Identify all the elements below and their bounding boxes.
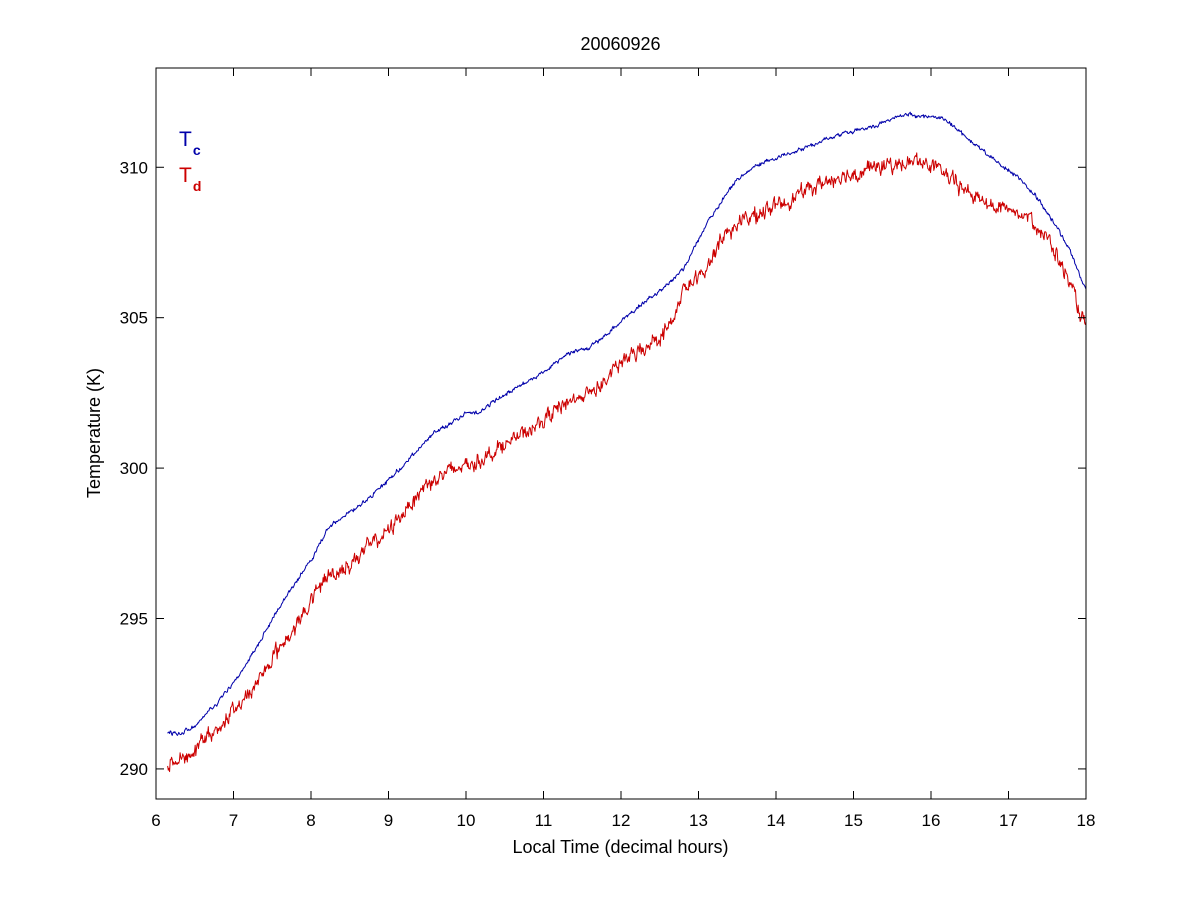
x-axis-label: Local Time (decimal hours) (512, 837, 728, 857)
series-line-tc (167, 111, 1087, 736)
chart-title: 20060926 (580, 34, 660, 54)
x-tick-label: 18 (1077, 811, 1096, 830)
x-tick-label: 7 (229, 811, 238, 830)
y-tick-label: 310 (120, 158, 148, 177)
legend-entry-td: Td (179, 164, 201, 194)
x-tick-label: 16 (922, 811, 941, 830)
legend-label-main: T (179, 164, 192, 187)
x-tick-label: 10 (457, 811, 476, 830)
series-layer (167, 111, 1087, 773)
x-axis: 6 7 8 9 10 11 12 13 14 15 16 17 18 (151, 68, 1095, 830)
legend-label-subscript: d (193, 178, 202, 194)
y-tick-label: 290 (120, 760, 148, 779)
x-tick-label: 15 (844, 811, 863, 830)
x-tick-label: 6 (151, 811, 160, 830)
y-tick-label: 295 (120, 610, 148, 629)
legend-label-main: T (179, 128, 192, 151)
y-axis-label: Temperature (K) (84, 368, 104, 498)
series-line-td (167, 152, 1087, 773)
x-tick-label: 17 (999, 811, 1018, 830)
y-tick-label: 305 (120, 309, 148, 328)
legend-label-subscript: c (193, 142, 201, 158)
y-tick-label: 300 (120, 459, 148, 478)
legend-entry-tc: Tc (179, 128, 201, 158)
x-tick-label: 9 (384, 811, 393, 830)
x-tick-label: 11 (535, 811, 553, 830)
y-axis: 290 295 300 305 310 (120, 158, 1086, 779)
x-tick-label: 8 (306, 811, 315, 830)
x-tick-label: 12 (612, 811, 631, 830)
x-tick-label: 13 (689, 811, 708, 830)
x-tick-label: 14 (767, 811, 786, 830)
